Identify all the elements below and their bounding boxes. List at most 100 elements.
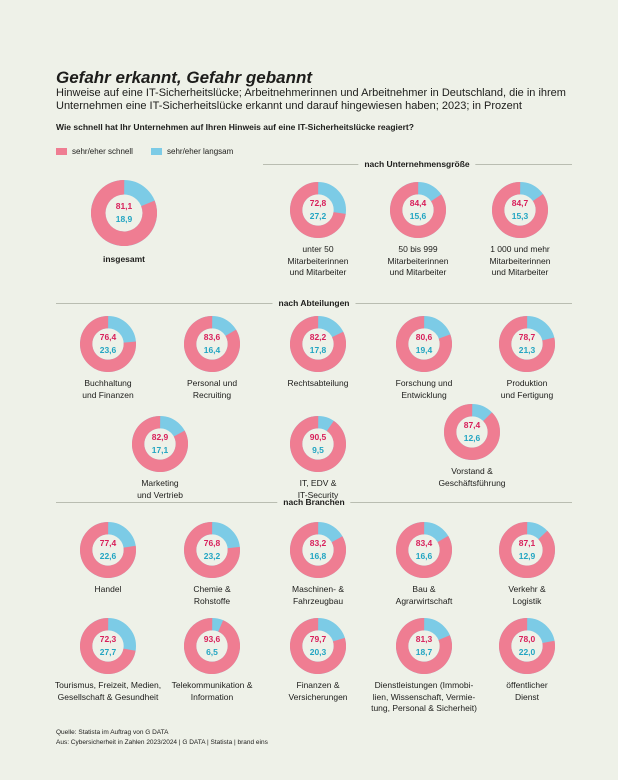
donut-chart: 84,4 15,6 — [390, 182, 446, 238]
slice-fast — [184, 522, 240, 578]
slice-fast — [184, 618, 240, 674]
donut-label: Finanzen & Versicherungen — [288, 680, 348, 702]
section-divider-size: nach Unternehmensgröße — [263, 159, 572, 169]
donut-chart: 82,2 17,8 — [290, 316, 346, 372]
value-fast: 76,8 — [203, 538, 221, 548]
donut-label: Vorstand & Geschäftsführung — [438, 466, 506, 488]
legend-label-fast: sehr/eher schnell — [72, 147, 133, 156]
donut-chart: 76,8 23,2 — [184, 522, 240, 578]
survey-question: Wie schnell hat Ihr Unternehmen auf Ihre… — [56, 122, 414, 132]
donut-label: 1 000 und mehr Mitarbeiterinnen und Mita… — [489, 244, 551, 277]
donut-svg — [396, 522, 452, 578]
value-fast: 82,2 — [309, 332, 327, 342]
value-slow: 22,0 — [518, 647, 536, 657]
donut-label: Buchhaltung und Finanzen — [82, 378, 134, 400]
value-slow: 16,8 — [309, 551, 327, 561]
donut-svg — [290, 618, 346, 674]
value-fast: 78,0 — [518, 634, 536, 644]
donut-label: Bau & Agrarwirtschaft — [395, 584, 453, 606]
value-fast: 83,6 — [203, 332, 221, 342]
value-slow: 23,2 — [203, 551, 221, 561]
value-fast: 76,4 — [99, 332, 117, 342]
donut-label: Chemie & Rohstoffe — [193, 584, 231, 606]
donut-svg — [499, 522, 555, 578]
source-publication: Aus: Cybersicherheit in Zahlen 2023/2024… — [56, 739, 268, 746]
value-slow: 15,3 — [511, 211, 529, 221]
value-slow: 23,6 — [99, 345, 117, 355]
donut-chart: 78,7 21,3 — [499, 316, 555, 372]
section-divider-industries: nach Branchen — [56, 497, 572, 507]
value-slow: 16,6 — [415, 551, 433, 561]
donut-svg — [499, 618, 555, 674]
slice-fast — [499, 522, 555, 578]
donut-svg — [492, 182, 548, 238]
donut-svg — [132, 416, 188, 472]
donut-chart: 78,0 22,0 — [499, 618, 555, 674]
section-divider-departments: nach Abteilungen — [56, 298, 572, 308]
value-slow: 18,9 — [115, 214, 133, 224]
donut-svg — [80, 618, 136, 674]
donut-chart: 82,9 17,1 — [132, 416, 188, 472]
value-fast: 82,9 — [151, 432, 169, 442]
donut-chart: 79,7 20,3 — [290, 618, 346, 674]
donut-label: unter 50 Mitarbeiterinnen und Mitarbeite… — [287, 244, 349, 277]
value-fast: 84,4 — [409, 198, 427, 208]
section-title-size: nach Unternehmensgröße — [358, 159, 476, 169]
donut-svg — [290, 416, 346, 472]
slice-fast — [290, 618, 346, 674]
value-fast: 77,4 — [99, 538, 117, 548]
value-fast: 81,1 — [115, 201, 133, 211]
value-slow: 27,7 — [99, 647, 117, 657]
legend-swatch-fast — [56, 148, 67, 155]
value-slow: 18,7 — [415, 647, 433, 657]
slice-fast — [290, 316, 346, 372]
value-slow: 22,6 — [99, 551, 117, 561]
donut-chart: 83,4 16,6 — [396, 522, 452, 578]
value-slow: 17,8 — [309, 345, 327, 355]
value-slow: 6,5 — [206, 647, 218, 657]
legend-item-slow: sehr/eher langsam — [151, 147, 233, 156]
value-fast: 72,3 — [99, 634, 117, 644]
value-fast: 79,7 — [309, 634, 327, 644]
value-fast: 80,6 — [415, 332, 433, 342]
slice-fast — [290, 416, 346, 472]
value-slow: 16,4 — [203, 345, 221, 355]
donut-svg — [184, 316, 240, 372]
donut-svg — [290, 522, 346, 578]
donut-label: Forschung und Entwicklung — [395, 378, 453, 400]
donut-chart: 72,8 27,2 — [290, 182, 346, 238]
value-fast: 93,6 — [203, 634, 221, 644]
section-title-industries: nach Branchen — [277, 497, 351, 507]
donut-chart: 84,7 15,3 — [492, 182, 548, 238]
value-slow: 19,4 — [415, 345, 433, 355]
section-title-departments: nach Abteilungen — [272, 298, 356, 308]
donut-svg — [184, 522, 240, 578]
donut-svg — [80, 316, 136, 372]
donut-chart: 77,4 22,6 — [80, 522, 136, 578]
donut-chart: 76,4 23,6 — [80, 316, 136, 372]
value-fast: 84,7 — [511, 198, 529, 208]
value-fast: 78,7 — [518, 332, 536, 342]
value-fast: 83,2 — [309, 538, 327, 548]
donut-label: Tourismus, Freizeit, Medien, Gesellschaf… — [54, 680, 162, 702]
value-slow: 15,6 — [409, 211, 427, 221]
value-slow: 17,1 — [151, 445, 169, 455]
slice-fast — [396, 618, 452, 674]
value-fast: 81,3 — [415, 634, 433, 644]
legend-label-slow: sehr/eher langsam — [167, 147, 234, 156]
donut-svg — [444, 404, 500, 460]
value-fast: 87,1 — [518, 538, 536, 548]
slice-fast — [390, 182, 446, 238]
value-fast: 83,4 — [415, 538, 433, 548]
chart-subtitle: Hinweise auf eine IT-Sicherheitslücke; A… — [56, 87, 566, 112]
donut-svg — [80, 522, 136, 578]
donut-label: IT, EDV & IT-Security — [297, 478, 339, 500]
donut-label: Rechtsabteilung — [287, 378, 349, 388]
donut-chart: 81,1 18,9 — [91, 180, 157, 246]
value-fast: 87,4 — [463, 420, 481, 430]
slice-fast — [80, 316, 136, 372]
value-slow: 21,3 — [518, 345, 536, 355]
value-slow: 20,3 — [309, 647, 327, 657]
donut-chart: 87,1 12,9 — [499, 522, 555, 578]
donut-label: Dienstleistungen (Immobi- lien, Wissensc… — [371, 680, 477, 713]
